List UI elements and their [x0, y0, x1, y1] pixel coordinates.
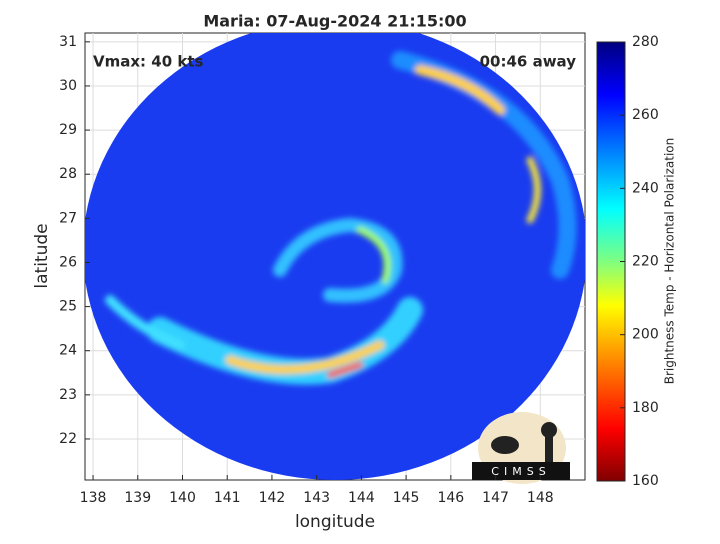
colorbar-tick-label: 280	[632, 34, 659, 50]
swath	[85, 33, 585, 480]
logo-text: CIMSS	[491, 465, 550, 478]
x-tick-label: 146	[437, 490, 464, 506]
title: Maria: 07-Aug-2024 21:15:00	[203, 12, 466, 31]
y-tick-label: 25	[59, 299, 77, 315]
colorbar-tick-label: 180	[632, 400, 659, 416]
y-tick-label: 29	[59, 122, 77, 138]
colorbar-tick-label: 160	[632, 473, 659, 489]
logo: CIMSS	[472, 412, 570, 484]
colorbar-tick-label: 260	[632, 107, 659, 123]
colorbar-tick-label: 220	[632, 254, 659, 270]
inner-spiral-core	[356, 226, 391, 284]
x-tick-label: 140	[169, 490, 196, 506]
southern-band	[147, 297, 423, 385]
vmax: Vmax: 40 kts	[93, 53, 203, 71]
x-tick-label: 145	[393, 490, 420, 506]
x-tick-label: 138	[80, 490, 107, 506]
outer-band-core	[415, 65, 505, 115]
colorbar-label: Brightness Temp - Horizontal Polarizatio…	[663, 138, 677, 385]
y-axis-label: latitude	[32, 223, 52, 288]
y-tick-label: 26	[59, 254, 77, 270]
colorbar-tick-label: 240	[632, 180, 659, 196]
y-tick-label: 24	[59, 343, 77, 359]
x-tick-label: 147	[482, 490, 509, 506]
colorbar-tick-label: 200	[632, 327, 659, 343]
x-tick-label: 142	[259, 490, 286, 506]
x-tick-label: 148	[527, 490, 554, 506]
outer-band-core	[526, 156, 541, 224]
satellite-image	[85, 33, 585, 480]
x-axis-label: longitude	[295, 512, 375, 532]
y-tick-label: 22	[59, 431, 77, 447]
y-tick-label: 28	[59, 166, 77, 182]
x-tick-label: 141	[214, 490, 241, 506]
x-tick-label: 144	[348, 490, 375, 506]
southern-band-core	[225, 340, 385, 375]
time-away: 00:46 away	[480, 53, 577, 71]
y-tick-label: 27	[59, 210, 77, 226]
southern-band-core	[327, 362, 363, 378]
x-tick-label: 139	[124, 490, 151, 506]
y-tick-label: 31	[59, 34, 77, 50]
x-tick-label: 143	[303, 490, 330, 506]
inner-spiral	[273, 217, 403, 303]
y-tick-label: 23	[59, 387, 77, 403]
southern-band	[105, 295, 185, 350]
y-tick-label: 30	[59, 78, 77, 94]
